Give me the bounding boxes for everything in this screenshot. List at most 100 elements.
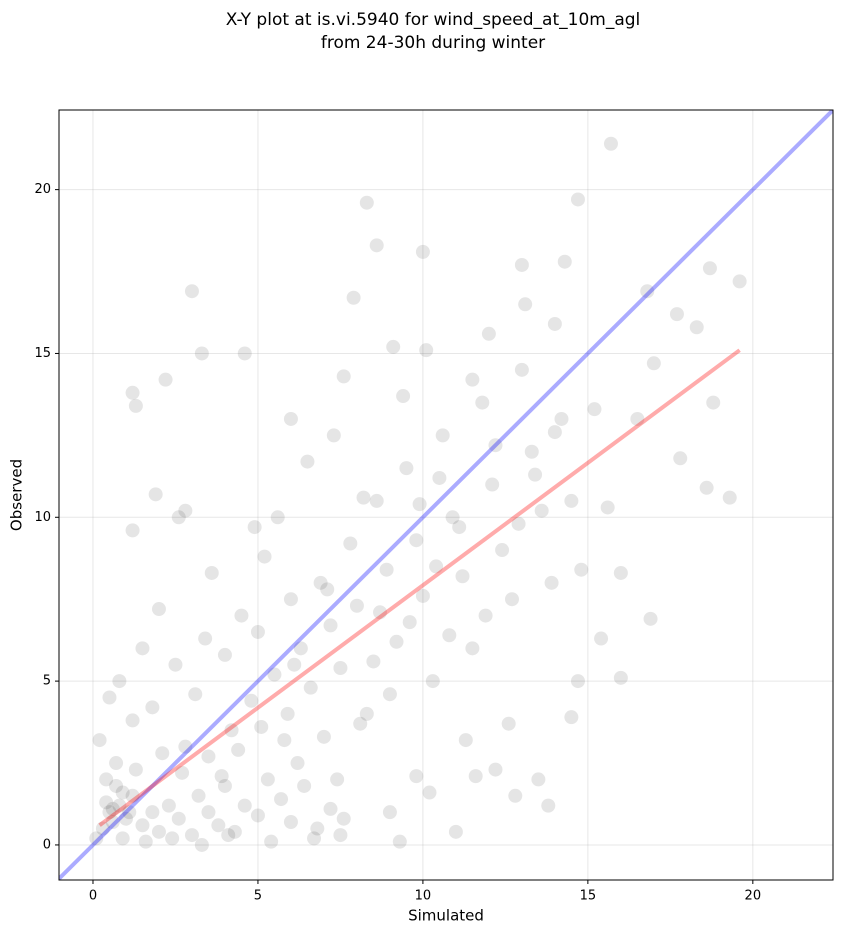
point [184,284,199,299]
y-tick-label: 15 [34,346,51,361]
point [270,510,285,525]
point [161,798,176,813]
point [109,756,124,771]
point [359,706,374,721]
point [514,257,529,272]
point [224,723,239,738]
point [343,536,358,551]
point [613,670,628,685]
point [201,805,216,820]
point [432,470,447,485]
point [290,756,305,771]
point [323,618,338,633]
point [151,602,166,617]
point [554,411,569,426]
point [175,765,190,780]
point [303,680,318,695]
point [168,657,183,672]
point [518,297,533,312]
point [231,742,246,757]
point [89,831,104,846]
fit-line [98,348,741,827]
point [425,674,440,689]
point [508,788,523,803]
point [429,559,444,574]
point [250,808,265,823]
point [570,192,585,207]
point [237,346,252,361]
point [135,818,150,833]
point [283,592,298,607]
point [280,706,295,721]
point [112,798,127,813]
point [191,788,206,803]
point [349,598,364,613]
point [640,284,655,299]
point [346,290,361,305]
point [300,454,315,469]
point [102,805,117,820]
point [145,700,160,715]
point [326,428,341,443]
point [115,785,130,800]
point [613,565,628,580]
point [204,565,219,580]
point [115,831,130,846]
point [188,687,203,702]
point [125,713,140,728]
point [323,801,338,816]
point [547,316,562,331]
point [402,615,417,630]
point [468,769,483,784]
point [359,195,374,210]
point [128,398,143,413]
x-tick-label: 10 [415,889,432,904]
point [257,549,272,564]
point [409,769,424,784]
point [699,480,714,495]
point [706,395,721,410]
point [125,385,140,400]
point [105,815,120,830]
y-tick-label: 20 [34,182,51,197]
x-tick-label: 20 [745,889,762,904]
point [419,343,434,358]
point [264,834,279,849]
point [732,274,747,289]
point [125,788,140,803]
point [184,828,199,843]
point [95,821,110,836]
point [481,326,496,341]
point [643,611,658,626]
point [669,307,684,322]
point [442,628,457,643]
point [514,362,529,377]
point [452,520,467,535]
y-tick-label: 0 [43,837,51,852]
point [465,641,480,656]
point [353,716,368,731]
point [488,762,503,777]
point [564,710,579,725]
point [244,693,259,708]
point [570,674,585,689]
point [320,582,335,597]
point [102,690,117,705]
point [501,716,516,731]
point [594,631,609,646]
point [267,667,282,682]
point [234,608,249,623]
x-axis-label: Simulated [408,907,484,925]
point [217,647,232,662]
point [356,490,371,505]
point [587,402,602,417]
point [214,769,229,784]
point [316,729,331,744]
point [458,733,473,748]
point [221,828,236,843]
point [211,818,226,833]
point [448,824,463,839]
x-tick-label: 0 [89,889,97,904]
